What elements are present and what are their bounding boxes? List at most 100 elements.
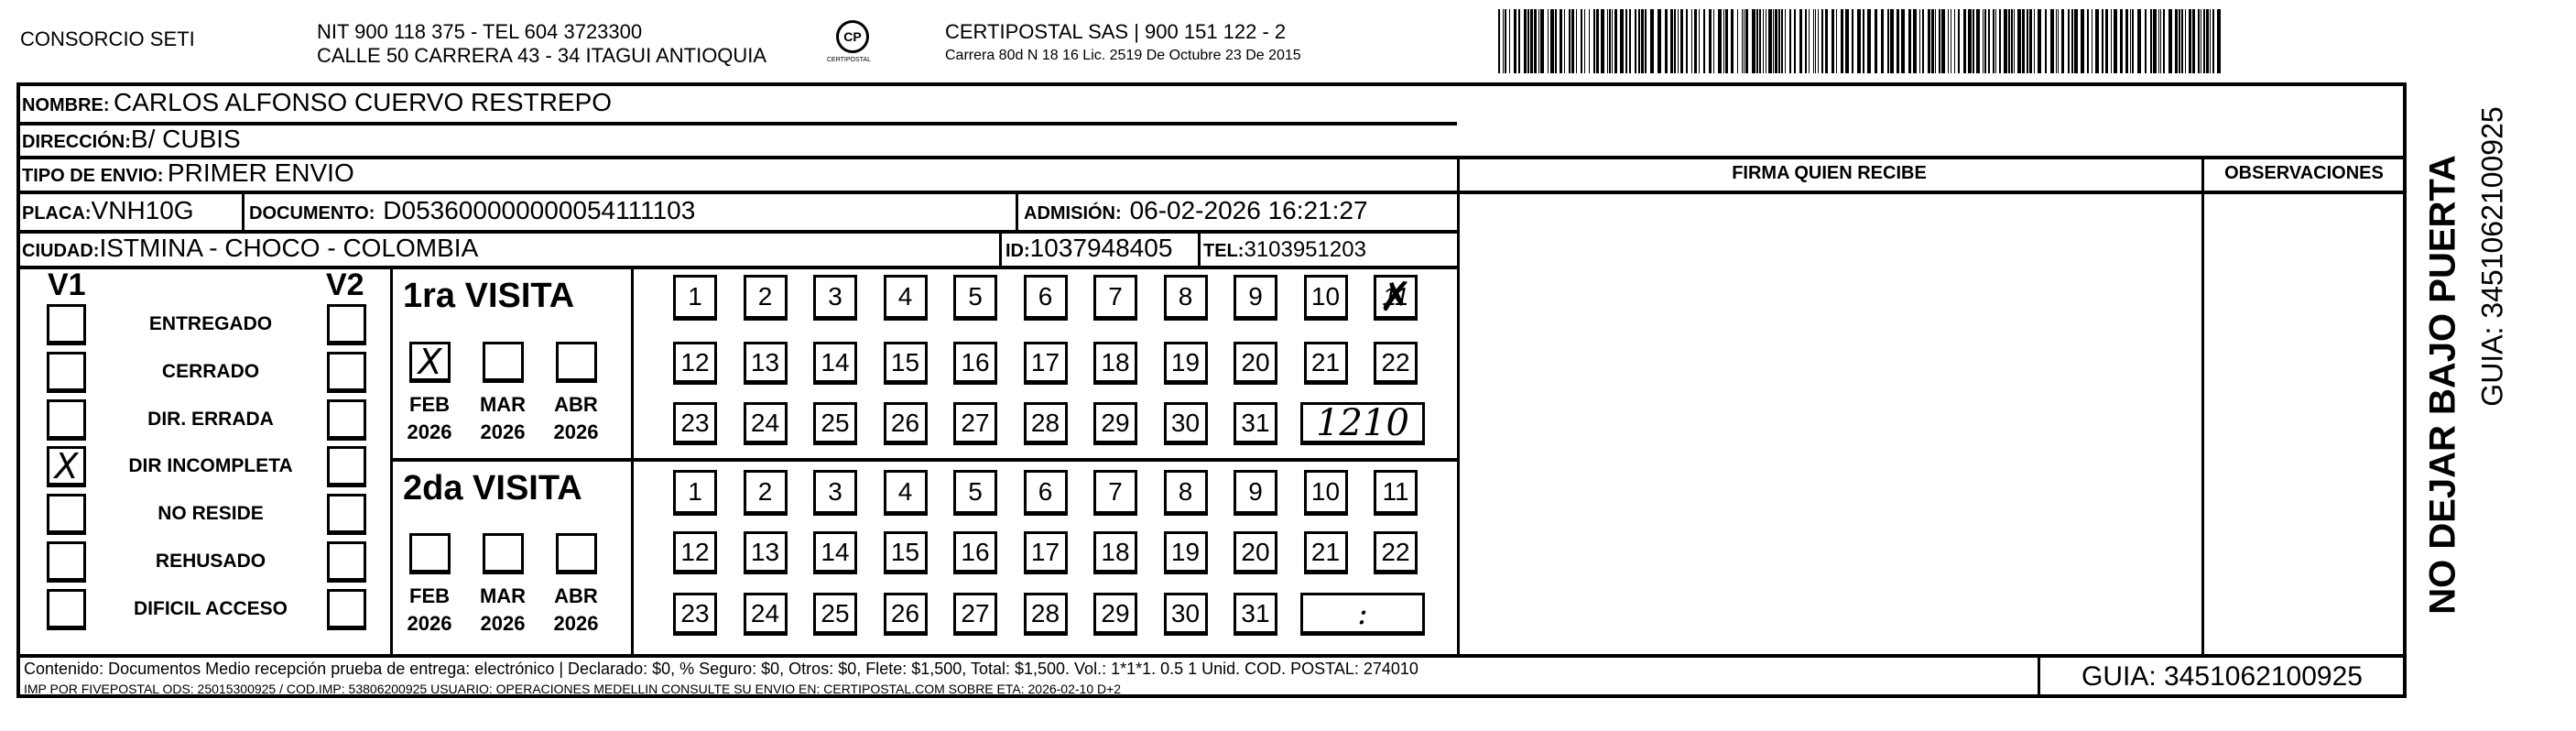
day-box[interactable]: 21 (1303, 342, 1348, 385)
day-box[interactable]: 19 (1163, 531, 1208, 574)
day-box[interactable]: 9 (1234, 470, 1277, 516)
month-checkbox[interactable] (483, 342, 524, 383)
day-box[interactable]: 27 (953, 593, 997, 636)
month-checkbox[interactable] (409, 533, 451, 574)
barcode-bar (1581, 9, 1582, 73)
day-box[interactable]: 11 ✗ (1374, 274, 1418, 321)
day-box[interactable]: 26 (883, 402, 928, 445)
v1-checkbox[interactable] (47, 351, 86, 393)
barcode-bar (1789, 9, 1791, 73)
day-box[interactable]: 17 (1023, 342, 1068, 385)
day-box[interactable]: 23 (673, 593, 717, 636)
day-box[interactable]: 29 (1093, 593, 1137, 636)
day-box[interactable]: 22 (1374, 342, 1418, 385)
v1-checkbox[interactable] (47, 304, 86, 345)
day-box[interactable]: 3 (813, 470, 857, 516)
v2-checkbox[interactable] (327, 494, 366, 536)
day-box[interactable]: 1 (673, 470, 717, 516)
day-box[interactable]: 27 (953, 402, 997, 445)
day-box[interactable]: 5 (953, 275, 997, 321)
day-box[interactable]: 8 (1163, 470, 1208, 516)
day-box[interactable]: 14 (813, 342, 857, 385)
imp-text: IMP POR FIVEPOSTAL ODS: 25015300925 / CO… (24, 682, 1122, 696)
day-box[interactable]: 2 (743, 275, 788, 321)
day-box[interactable]: 4 (883, 470, 928, 516)
day-box[interactable]: 7 (1093, 275, 1137, 321)
tel-value: 3103951203 (1244, 237, 1366, 262)
address-line: CALLE 50 CARRERA 43 - 34 ITAGUI ANTIOQUI… (317, 44, 767, 67)
v1-checkbox[interactable]: X (47, 446, 86, 488)
month-checkbox[interactable] (483, 533, 524, 574)
day-box[interactable]: 15 (883, 531, 928, 574)
day-box[interactable]: 31 (1234, 402, 1277, 445)
barcode-bar (2017, 9, 2021, 73)
v1-checkbox[interactable] (47, 494, 86, 536)
month-checkbox[interactable]: X (409, 342, 451, 383)
day-box[interactable]: 23 (673, 402, 717, 445)
day-box[interactable]: 5 (953, 470, 997, 516)
day-box[interactable]: 2 (743, 470, 788, 516)
day-box[interactable]: 30 (1163, 402, 1208, 445)
day-box[interactable]: 4 (883, 275, 928, 321)
month-checkbox[interactable] (556, 533, 597, 574)
day-box[interactable]: 15 (883, 342, 928, 385)
day-box[interactable]: 30 (1163, 593, 1208, 636)
day-box[interactable]: 10 (1303, 470, 1348, 516)
day-box[interactable]: 12 (673, 531, 717, 574)
day-box[interactable]: 20 (1234, 342, 1277, 385)
v2-checkbox[interactable] (327, 446, 366, 488)
day-box[interactable]: 29 (1093, 402, 1137, 445)
day-box[interactable]: 24 (743, 593, 788, 636)
v1-checkbox[interactable] (47, 541, 86, 583)
day-box[interactable]: 28 (1023, 593, 1068, 636)
v2-checkbox[interactable] (327, 541, 366, 583)
day-box[interactable]: 6 (1023, 470, 1068, 516)
day-box[interactable]: 16 (953, 531, 997, 574)
day-box[interactable]: 20 (1234, 531, 1277, 574)
time-box[interactable]: : (1300, 593, 1425, 636)
day-box[interactable]: 16 (953, 342, 997, 385)
barcode-bar (1737, 9, 1738, 73)
day-box[interactable]: 19 (1163, 342, 1208, 385)
barcode-bar (1948, 9, 1949, 73)
day-box[interactable]: 13 (743, 342, 788, 385)
barcode-bar (2071, 9, 2073, 73)
v1-checkbox[interactable] (47, 398, 86, 441)
barcode-bar (2130, 9, 2131, 73)
day-box[interactable]: 10 (1303, 275, 1348, 321)
day-box[interactable]: 12 (673, 342, 717, 385)
day-box[interactable]: 9 (1234, 275, 1277, 321)
v2-checkbox[interactable] (327, 588, 366, 630)
day-box[interactable]: 8 (1163, 275, 1208, 321)
day-box[interactable]: 3 (813, 275, 857, 321)
day-box[interactable]: 25 (813, 402, 857, 445)
day-box[interactable]: 7 (1093, 470, 1137, 516)
day-box[interactable]: 22 (1374, 531, 1418, 574)
barcode-bar (2074, 9, 2078, 73)
day-box[interactable]: 1 (673, 275, 717, 321)
barcode-bar (2206, 9, 2209, 73)
month-year: 2026 (480, 612, 526, 635)
day-box[interactable]: 26 (883, 593, 928, 636)
day-box[interactable]: 14 (813, 531, 857, 574)
day-box[interactable]: 13 (743, 531, 788, 574)
day-box[interactable]: 11 (1374, 470, 1418, 516)
barcode-bar (1908, 9, 1911, 73)
day-box[interactable]: 18 (1093, 531, 1137, 574)
v2-checkbox[interactable] (327, 304, 366, 345)
day-box[interactable]: 6 (1023, 275, 1068, 321)
barcode-bar (1773, 9, 1774, 73)
month-checkbox[interactable] (556, 342, 597, 383)
v2-checkbox[interactable] (327, 351, 366, 393)
v1-checkbox[interactable] (47, 588, 86, 630)
day-box[interactable]: 21 (1303, 531, 1348, 574)
day-box[interactable]: 25 (813, 593, 857, 636)
day-box[interactable]: 18 (1093, 342, 1137, 385)
day-box[interactable]: 31 (1234, 593, 1277, 636)
v2-checkbox[interactable] (327, 398, 366, 441)
day-box[interactable]: 17 (1023, 531, 1068, 574)
barcode-bar (1601, 9, 1604, 73)
time-box[interactable]: 1210 (1300, 402, 1425, 445)
day-box[interactable]: 24 (743, 402, 788, 445)
day-box[interactable]: 28 (1023, 402, 1068, 445)
